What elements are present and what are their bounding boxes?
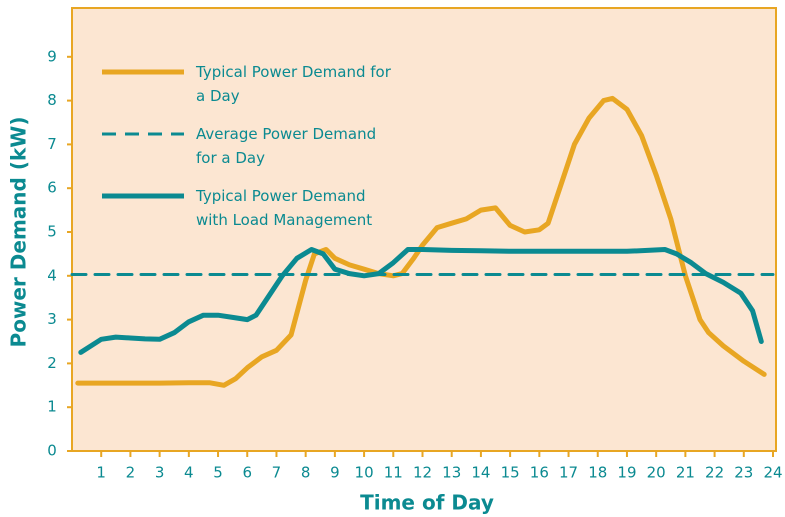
x-tick-label: 3 — [155, 464, 165, 482]
series-line — [75, 95, 767, 388]
x-tick-label: 24 — [763, 464, 782, 482]
legend-swatch — [102, 69, 184, 75]
y-tick-label: 3 — [47, 310, 57, 328]
x-tick-label: 18 — [588, 464, 607, 482]
x-tick-label: 2 — [126, 464, 136, 482]
x-tick-label: 13 — [442, 464, 461, 482]
legend: Typical Power Demand for a Day Average Po… — [100, 60, 400, 246]
series-line — [78, 247, 764, 355]
legend-label: Typical Power Demand with Load Managemen… — [196, 187, 373, 229]
legend-label: Typical Power Demand for a Day — [196, 63, 391, 105]
x-tick-label: 16 — [530, 464, 549, 482]
y-tick-label: 1 — [47, 398, 57, 416]
x-tick-label: 12 — [413, 464, 432, 482]
x-tick-label: 8 — [301, 464, 311, 482]
x-tick-label: 9 — [330, 464, 340, 482]
x-tick-label: 11 — [384, 464, 403, 482]
plot-area — [71, 7, 777, 452]
x-tick-label: 17 — [559, 464, 578, 482]
y-axis-title: Power Demand (kW) — [7, 117, 31, 348]
x-tick-label: 19 — [617, 464, 636, 482]
x-tick-label: 10 — [355, 464, 374, 482]
x-tick-label: 5 — [213, 464, 223, 482]
y-tick-label: 7 — [47, 135, 57, 153]
x-axis-title: Time of Day — [360, 491, 494, 515]
legend-item: Typical Power Demand with Load Managemen… — [100, 184, 400, 232]
x-tick-label: 21 — [676, 464, 695, 482]
y-tick-label: 8 — [47, 91, 57, 109]
x-tick-label: 22 — [705, 464, 724, 482]
y-tick-label: 0 — [47, 442, 57, 460]
x-tick-label: 23 — [734, 464, 753, 482]
legend-item: Average Power Demand for a Day — [100, 122, 400, 170]
x-tick-label: 1 — [96, 464, 106, 482]
y-tick-label: 9 — [47, 47, 57, 65]
y-tick-label: 5 — [47, 223, 57, 241]
legend-item: Typical Power Demand for a Day — [100, 60, 400, 108]
x-tick-label: 15 — [501, 464, 520, 482]
y-tick-label: 4 — [47, 266, 57, 284]
legend-label: Average Power Demand for a Day — [196, 125, 377, 167]
legend-swatch — [102, 193, 184, 199]
legend-swatch — [102, 132, 184, 136]
y-tick-label: 6 — [47, 179, 57, 197]
x-tick-label: 6 — [242, 464, 252, 482]
y-tick-label: 2 — [47, 354, 57, 372]
x-tick-label: 7 — [272, 464, 282, 482]
x-tick-label: 4 — [184, 464, 194, 482]
x-tick-label: 14 — [471, 464, 490, 482]
x-tick-label: 20 — [647, 464, 666, 482]
